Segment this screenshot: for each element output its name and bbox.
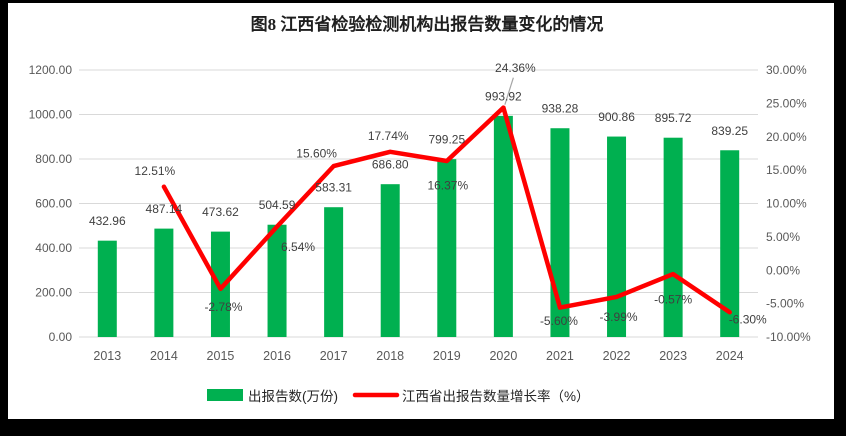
bar-2016 xyxy=(267,224,287,337)
year-label-2022: 2022 xyxy=(603,349,631,363)
bar-2013 xyxy=(97,240,117,337)
bar-label-2021: 938.28 xyxy=(542,102,579,116)
bar-label-2022: 900.86 xyxy=(598,110,635,124)
growth-label-2021: -5.60% xyxy=(540,314,578,328)
bar-label-2013: 432.96 xyxy=(89,214,126,228)
left-axis-tick: 200.00 xyxy=(35,286,72,300)
bar-label-2023: 895.72 xyxy=(655,111,692,125)
bar-label-2024: 839.25 xyxy=(711,124,748,138)
left-axis-tick: 400.00 xyxy=(35,241,72,255)
right-axis-tick: -10.00% xyxy=(766,330,811,344)
right-axis-tick: 20.00% xyxy=(766,130,807,144)
growth-label-2016: 6.54% xyxy=(281,240,315,254)
bar-label-2020: 993.92 xyxy=(485,89,522,103)
year-label-2021: 2021 xyxy=(546,349,574,363)
chart-title: 图8 江西省检验检测机构出报告数量变化的情况 xyxy=(251,14,604,34)
bar-label-2014: 487.14 xyxy=(146,202,183,216)
growth-label-2022: -3.99% xyxy=(600,310,638,324)
left-axis-tick: 0.00 xyxy=(49,330,73,344)
left-axis-tick: 1000.00 xyxy=(29,108,73,122)
year-label-2014: 2014 xyxy=(150,349,178,363)
bar-2019 xyxy=(437,159,457,337)
left-axis-tick: 600.00 xyxy=(35,197,72,211)
right-axis-tick: -5.00% xyxy=(766,297,804,311)
bar-2020 xyxy=(493,115,513,337)
growth-line-series xyxy=(161,105,732,315)
legend-line-label: 江西省出报告数量增长率（%） xyxy=(402,388,590,404)
chart-panel xyxy=(8,3,834,419)
gridlines xyxy=(79,69,758,338)
right-axis-tick: 5.00% xyxy=(766,230,800,244)
growth-label-2014: 12.51% xyxy=(135,164,176,178)
right-axis-tick: 0.00% xyxy=(766,263,800,277)
growth-label-2019: 16.37% xyxy=(427,178,468,192)
bar-2024 xyxy=(720,150,740,337)
bar-2022 xyxy=(607,136,627,337)
year-label-2020: 2020 xyxy=(489,349,517,363)
growth-value-labels: 12.51% -2.78% 6.54% 15.60% 17.74% 16.37% 24.36… xyxy=(135,61,768,328)
growth-label-2015: -2.78% xyxy=(204,300,242,314)
left-axis-tick: 800.00 xyxy=(35,152,72,166)
year-label-2013: 2013 xyxy=(93,349,121,363)
left-axis-tick-labels: 0.00 200.00 400.00 600.00 800.00 1000.00 1200.… xyxy=(29,63,73,344)
growth-label-2018: 17.74% xyxy=(368,129,409,143)
growth-label-2023: -0.57% xyxy=(654,292,692,306)
bar-label-2016: 504.59 xyxy=(259,198,296,212)
left-axis-tick: 1200.00 xyxy=(29,63,73,77)
bar-2023 xyxy=(663,137,683,337)
x-axis-year-labels: 2013 2014 2015 2016 2017 2018 2019 2020 2021 2022… xyxy=(93,349,743,363)
year-label-2019: 2019 xyxy=(433,349,461,363)
year-label-2024: 2024 xyxy=(716,349,744,363)
right-axis-tick: 15.00% xyxy=(766,163,807,177)
bar-2014 xyxy=(154,228,174,337)
label-leader-line xyxy=(504,77,514,105)
legend-bar-label: 出报告数(万份) xyxy=(248,389,338,404)
year-label-2016: 2016 xyxy=(263,349,291,363)
bar-label-2017: 583.31 xyxy=(315,181,352,195)
right-axis-tick-labels: -10.00% -5.00% 0.00% 5.00% 10.00% 15.00% 20.00… xyxy=(766,63,811,344)
bar-label-2019: 799.25 xyxy=(428,133,465,147)
growth-label-2020: 24.36% xyxy=(495,61,536,75)
growth-rate-line xyxy=(161,105,732,315)
growth-label-2017: 15.60% xyxy=(296,146,337,160)
year-label-2015: 2015 xyxy=(207,349,235,363)
year-label-2017: 2017 xyxy=(320,349,348,363)
right-axis-tick: 30.00% xyxy=(766,63,807,77)
bar-2018 xyxy=(380,184,400,337)
bar-value-labels: 432.96 487.14 473.62 504.59 583.31 686.80 799.… xyxy=(89,89,748,228)
right-axis-tick: 25.00% xyxy=(766,96,807,110)
bar-label-2015: 473.62 xyxy=(202,205,239,219)
bar-label-2018: 686.80 xyxy=(372,158,409,172)
chart-legend: 出报告数(万份) 江西省出报告数量增长率（%） xyxy=(207,388,590,404)
legend-bar-swatch xyxy=(207,389,243,401)
right-axis-tick: 10.00% xyxy=(766,197,807,211)
leader-line xyxy=(504,77,514,105)
year-label-2018: 2018 xyxy=(376,349,404,363)
bar-2017 xyxy=(324,207,344,337)
growth-label-2024: -6.30% xyxy=(729,313,767,327)
year-label-2023: 2023 xyxy=(659,349,687,363)
